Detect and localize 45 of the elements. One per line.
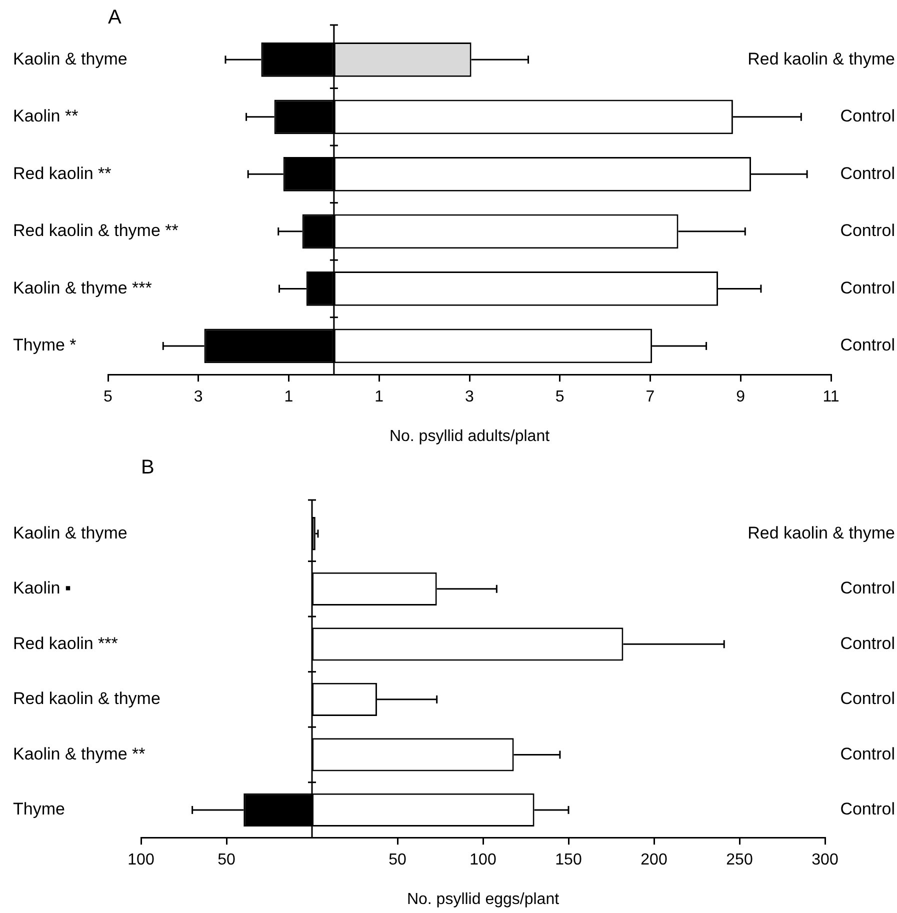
x-tick-label: 3 [194,388,203,406]
x-tick-label: 50 [388,852,406,869]
y2-tick-label: Control [840,336,895,355]
x-tick-label: 250 [726,852,753,869]
x-tick-label: 150 [555,852,582,869]
x-tick-label: 9 [736,388,746,406]
x-tick-label: 7 [646,388,655,406]
x-axis-title: No. psyllid eggs/plant [406,890,560,908]
y-tick-label: Kaolin & thyme *** [13,278,152,298]
y2-tick-label: Control [840,634,895,653]
x-tick-label: 1 [284,388,294,406]
y2-tick-label: Control [840,744,895,764]
y2-tick-label: Red kaolin & thyme [748,49,895,68]
y-tick-label: Red kaolin & thyme ** [13,221,179,240]
y-tick-label: Kaolin ** [13,106,79,126]
y-tick-label: Thyme * [13,336,77,355]
y-tick-label: Kaolin & thyme [13,49,128,68]
y-tick-label: Thyme [13,800,65,819]
x-tick-label: 5 [555,388,564,406]
y-tick-label: Kaolin & thyme ** [13,744,146,764]
x-tick-label: 50 [218,852,236,869]
y-tick-label: Red kaolin ** [13,164,112,183]
x-tick-label: 11 [822,388,840,406]
y-tick-label: Kaolin & thyme [13,523,128,542]
y-tick-label: Kaolin ▪ [13,578,72,598]
x-tick-label: 100 [470,852,496,869]
x-tick-label: 1 [374,388,384,406]
y2-tick-label: Control [840,578,895,598]
y-tick-label: Red kaolin *** [13,634,118,653]
chart-title: A [108,6,122,29]
y2-tick-label: Control [840,164,895,183]
x-tick-label: 3 [465,388,474,406]
y2-tick-label: Control [840,800,895,819]
x-tick-label: 300 [812,852,838,869]
y-tick-label: Red kaolin & thyme [13,689,160,708]
y2-tick-label: Control [840,221,895,240]
x-tick-label: 5 [104,388,113,406]
x-tick-label: 100 [128,852,154,869]
x-tick-label: 200 [640,852,668,869]
chart-title: B [141,456,154,479]
y2-tick-label: Control [840,689,895,708]
y2-tick-label: Control [840,106,895,126]
x-axis-title: No. psyllid adults/plant [389,428,550,445]
y2-tick-label: Control [840,278,895,298]
y2-tick-label: Red kaolin & thyme [748,523,895,542]
